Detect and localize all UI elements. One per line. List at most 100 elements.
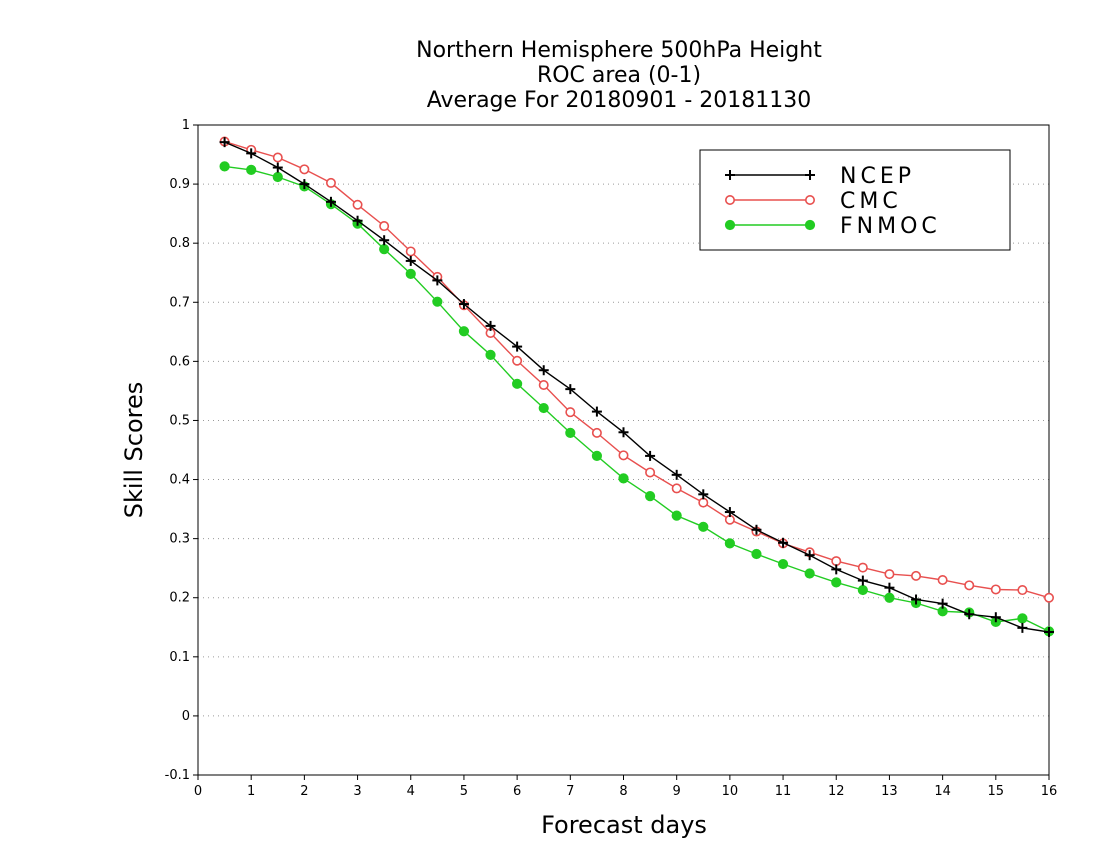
data-point-ncep bbox=[778, 537, 789, 548]
data-point-cmc bbox=[1044, 592, 1055, 603]
chart-title-line-3: Average For 20180901 - 20181130 bbox=[427, 88, 812, 113]
legend-swatch-marker bbox=[725, 170, 735, 180]
data-point-ncep bbox=[724, 507, 735, 518]
data-point-fnmoc bbox=[246, 164, 257, 176]
data-point-fnmoc bbox=[272, 171, 283, 183]
data-point-ncep bbox=[964, 609, 975, 620]
data-point-ncep bbox=[405, 255, 416, 266]
y-tick-label: 0.2 bbox=[169, 591, 190, 606]
y-tick-label: -0.1 bbox=[165, 768, 190, 783]
data-point-ncep bbox=[857, 575, 868, 586]
x-tick-label: 12 bbox=[828, 784, 845, 799]
data-point-fnmoc bbox=[565, 427, 576, 438]
data-point-fnmoc bbox=[219, 161, 230, 172]
data-point-cmc bbox=[272, 152, 283, 163]
legend-swatch-marker bbox=[805, 170, 815, 180]
x-tick-label: 6 bbox=[513, 784, 521, 799]
x-tick-label: 9 bbox=[673, 784, 681, 799]
data-point-ncep bbox=[698, 489, 709, 500]
y-tick-label: 0.5 bbox=[169, 413, 190, 428]
chart-title-line-1: Northern Hemisphere 500hPa Height bbox=[416, 38, 822, 63]
data-point-cmc bbox=[1017, 585, 1028, 596]
data-point-fnmoc bbox=[591, 450, 603, 462]
data-point-fnmoc bbox=[432, 296, 443, 307]
legend-swatch-marker bbox=[804, 195, 815, 206]
data-point-ncep bbox=[219, 137, 230, 148]
data-point-ncep bbox=[246, 148, 257, 159]
legend-item-fnmoc: FNMOC bbox=[724, 214, 941, 239]
y-tick-label: 0.7 bbox=[169, 295, 190, 310]
data-point-fnmoc bbox=[1017, 613, 1028, 624]
data-point-fnmoc bbox=[618, 473, 629, 484]
data-point-ncep bbox=[911, 594, 922, 605]
data-point-ncep bbox=[299, 179, 310, 190]
data-point-ncep bbox=[618, 427, 629, 438]
data-point-ncep bbox=[1017, 622, 1028, 633]
legend-label-fnmoc: FNMOC bbox=[840, 214, 941, 239]
data-point-ncep bbox=[565, 384, 576, 395]
x-tick-label: 5 bbox=[460, 784, 468, 799]
axis-ticks: -0.100.10.20.30.40.50.60.70.80.910 1 2 3 4 5 6… bbox=[165, 118, 1058, 799]
chart-title-line-2: ROC area (0-1) bbox=[537, 63, 701, 88]
y-tick-label: 0.3 bbox=[169, 532, 190, 547]
x-tick-label: 15 bbox=[988, 784, 1005, 799]
series-layer bbox=[219, 136, 1055, 637]
x-tick-label: 11 bbox=[775, 784, 792, 799]
x-axis-label: Forecast days bbox=[541, 811, 707, 839]
data-point-fnmoc bbox=[512, 378, 523, 389]
data-point-fnmoc bbox=[538, 402, 549, 414]
x-tick-label: 13 bbox=[881, 784, 898, 799]
y-tick-label: 0.1 bbox=[169, 650, 190, 665]
series-line-ncep bbox=[224, 141, 1050, 633]
y-axis-label: Skill Scores bbox=[120, 382, 148, 519]
data-point-ncep bbox=[485, 320, 496, 331]
legend-swatch-marker bbox=[804, 219, 816, 231]
y-tick-label: 0.6 bbox=[169, 354, 190, 369]
data-point-cmc bbox=[937, 574, 948, 585]
data-point-ncep bbox=[1044, 627, 1054, 637]
legend-swatch-marker bbox=[724, 195, 735, 206]
data-point-cmc bbox=[990, 584, 1001, 595]
data-point-ncep bbox=[512, 341, 523, 352]
legend-item-ncep: NCEP bbox=[725, 164, 915, 189]
data-point-ncep bbox=[990, 612, 1001, 623]
y-tick-label: 0.4 bbox=[169, 473, 190, 488]
data-point-ncep bbox=[937, 598, 948, 609]
data-point-fnmoc bbox=[405, 268, 416, 280]
data-point-cmc bbox=[405, 246, 416, 257]
data-point-ncep bbox=[352, 215, 363, 226]
data-point-ncep bbox=[458, 299, 469, 310]
data-point-fnmoc bbox=[831, 577, 842, 588]
x-tick-label: 0 bbox=[194, 784, 202, 799]
data-point-cmc bbox=[831, 556, 842, 567]
data-point-ncep bbox=[831, 564, 842, 575]
data-point-cmc bbox=[299, 164, 310, 175]
data-point-cmc bbox=[565, 407, 576, 418]
data-point-cmc bbox=[884, 569, 895, 580]
x-tick-label: 14 bbox=[934, 784, 951, 799]
data-point-cmc bbox=[618, 450, 629, 461]
x-tick-label: 3 bbox=[353, 784, 361, 799]
data-point-fnmoc bbox=[884, 592, 895, 603]
x-tick-label: 2 bbox=[300, 784, 308, 799]
data-point-cmc bbox=[645, 467, 656, 478]
series-fnmoc bbox=[219, 161, 1055, 637]
data-point-fnmoc bbox=[751, 548, 762, 560]
data-point-ncep bbox=[645, 450, 656, 461]
data-point-cmc bbox=[671, 483, 682, 494]
y-tick-label: 0.8 bbox=[169, 236, 190, 251]
data-point-cmc bbox=[379, 221, 390, 232]
x-tick-label: 4 bbox=[407, 784, 415, 799]
data-point-cmc bbox=[538, 379, 549, 390]
data-point-cmc bbox=[512, 355, 523, 366]
legend-label-cmc: CMC bbox=[840, 189, 902, 214]
data-point-fnmoc bbox=[724, 538, 735, 549]
x-tick-label: 10 bbox=[722, 784, 739, 799]
data-point-cmc bbox=[964, 580, 975, 591]
series-ncep bbox=[219, 137, 1054, 637]
legend-label-ncep: NCEP bbox=[840, 164, 915, 189]
data-point-fnmoc bbox=[458, 326, 470, 337]
data-point-fnmoc bbox=[777, 558, 789, 570]
data-point-ncep bbox=[591, 406, 602, 417]
